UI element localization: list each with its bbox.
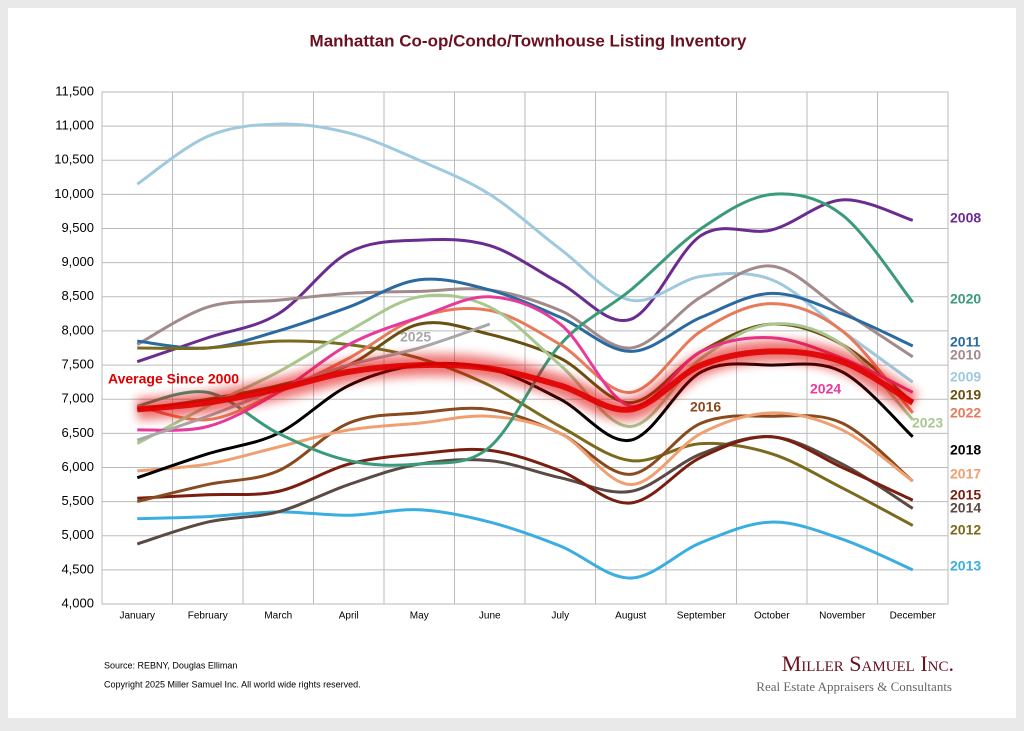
series-label: 2013	[950, 558, 981, 574]
series-label: 2008	[950, 210, 981, 226]
series-label: 2022	[950, 405, 981, 421]
tagline: Real Estate Appraisers & Consultants	[756, 679, 952, 694]
x-tick-label: June	[479, 611, 501, 622]
average-line	[136, 348, 915, 413]
x-tick-label: July	[551, 611, 569, 622]
y-tick-label: 9,000	[61, 254, 94, 269]
x-tick-label: September	[677, 611, 727, 622]
series-label: 2025	[400, 329, 431, 345]
y-tick-label: 11,500	[55, 83, 94, 98]
series-line	[137, 277, 914, 353]
y-tick-label: 6,000	[61, 459, 94, 474]
x-tick-label: October	[754, 611, 790, 622]
series-label: 2023	[912, 415, 943, 431]
series-label: 2018	[950, 442, 981, 458]
series-label: 2019	[950, 387, 981, 403]
series-label: 2015	[950, 487, 981, 503]
y-tick-label: 7,500	[61, 357, 94, 372]
x-tick-label: December	[890, 611, 937, 622]
y-tick-label: 9,500	[61, 220, 94, 235]
x-tick-label: November	[819, 611, 866, 622]
series-line	[137, 435, 914, 505]
series-label: 2020	[950, 291, 981, 307]
y-tick-label: 6,500	[61, 425, 94, 440]
series-label: 2011	[950, 334, 981, 350]
x-tick-label: February	[188, 611, 228, 622]
series-label: 2017	[950, 466, 981, 482]
y-tick-label: 8,000	[61, 322, 94, 337]
x-tick-label: May	[410, 611, 429, 622]
series-line	[136, 198, 914, 364]
source: Source: REBNY, Douglas Elliman	[104, 660, 237, 670]
series-line	[137, 411, 914, 487]
series-line	[136, 264, 914, 359]
x-tick-label: April	[339, 611, 359, 622]
series-label: 2016	[690, 399, 721, 415]
y-tick-label: 10,500	[54, 152, 94, 167]
series-label: 2012	[950, 522, 981, 538]
series-line	[136, 406, 914, 504]
y-tick-label: 4,500	[61, 561, 94, 576]
series-label: 2024	[810, 381, 841, 397]
brand: Miller Samuel Inc.	[782, 651, 954, 676]
y-tick-label: 11,000	[55, 118, 94, 133]
y-tick-label: 5,500	[61, 493, 94, 508]
series-label: Average Since 2000	[108, 371, 239, 387]
series-label: 2010	[950, 347, 981, 363]
series-line	[136, 293, 914, 445]
series-label: 2014	[950, 500, 981, 516]
y-tick-label: 8,500	[61, 288, 94, 303]
x-tick-label: January	[119, 611, 155, 622]
y-tick-label: 4,000	[61, 595, 94, 610]
y-tick-label: 7,000	[61, 391, 94, 406]
series-line	[137, 339, 914, 527]
x-tick-label: March	[264, 611, 292, 622]
chart-title: Manhattan Co-op/Condo/Townhouse Listing …	[310, 31, 747, 50]
x-tick-label: August	[615, 611, 646, 622]
y-tick-label: 10,000	[54, 186, 94, 201]
series-label: 2009	[950, 369, 981, 385]
y-tick-label: 5,000	[61, 527, 94, 542]
series-line	[136, 122, 914, 384]
copyright: Copyright 2025 Miller Samuel Inc. All wo…	[104, 679, 361, 689]
